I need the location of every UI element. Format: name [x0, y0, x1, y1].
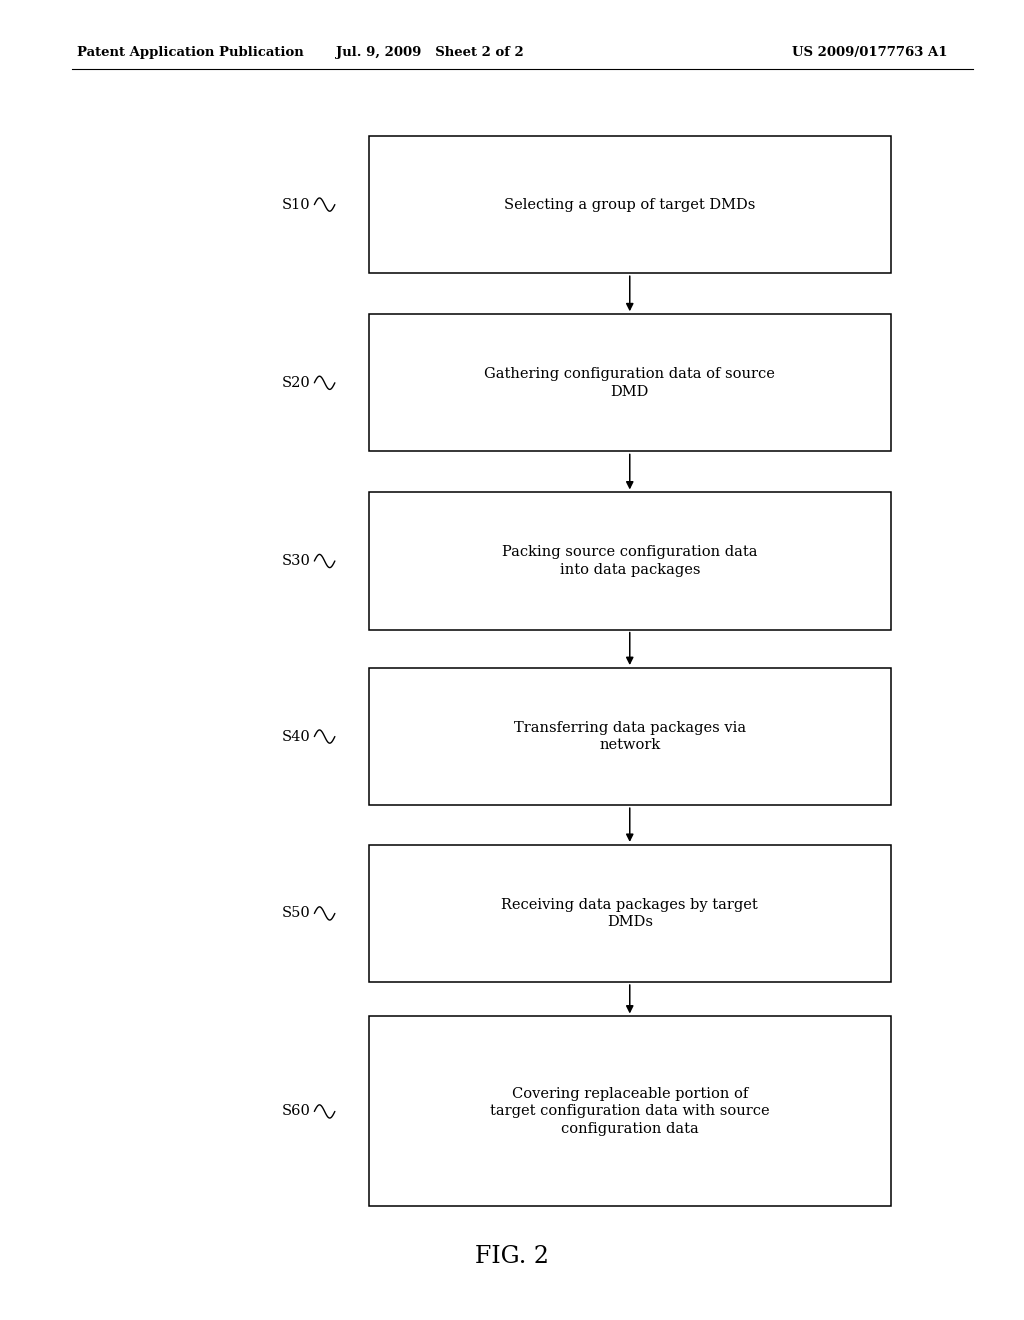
Text: Covering replaceable portion of
target configuration data with source
configurat: Covering replaceable portion of target c…	[489, 1086, 770, 1137]
Text: S60: S60	[282, 1105, 310, 1118]
Text: S40: S40	[282, 730, 310, 743]
Text: S20: S20	[282, 376, 310, 389]
Text: Jul. 9, 2009   Sheet 2 of 2: Jul. 9, 2009 Sheet 2 of 2	[336, 46, 524, 59]
Text: Gathering configuration data of source
DMD: Gathering configuration data of source D…	[484, 367, 775, 399]
Text: Selecting a group of target DMDs: Selecting a group of target DMDs	[504, 198, 756, 211]
Bar	[369, 668, 891, 805]
Text: Receiving data packages by target
DMDs: Receiving data packages by target DMDs	[502, 898, 758, 929]
Text: US 2009/0177763 A1: US 2009/0177763 A1	[792, 46, 947, 59]
Text: FIG. 2: FIG. 2	[475, 1245, 549, 1269]
Bar	[369, 1016, 891, 1206]
Text: Packing source configuration data
into data packages: Packing source configuration data into d…	[502, 545, 758, 577]
Bar	[369, 314, 891, 451]
Bar	[369, 845, 891, 982]
Bar	[369, 492, 891, 630]
Text: S10: S10	[282, 198, 310, 211]
Text: Patent Application Publication: Patent Application Publication	[77, 46, 303, 59]
Text: S50: S50	[282, 907, 310, 920]
Text: S30: S30	[282, 554, 310, 568]
Text: Transferring data packages via
network: Transferring data packages via network	[514, 721, 745, 752]
Bar	[369, 136, 891, 273]
